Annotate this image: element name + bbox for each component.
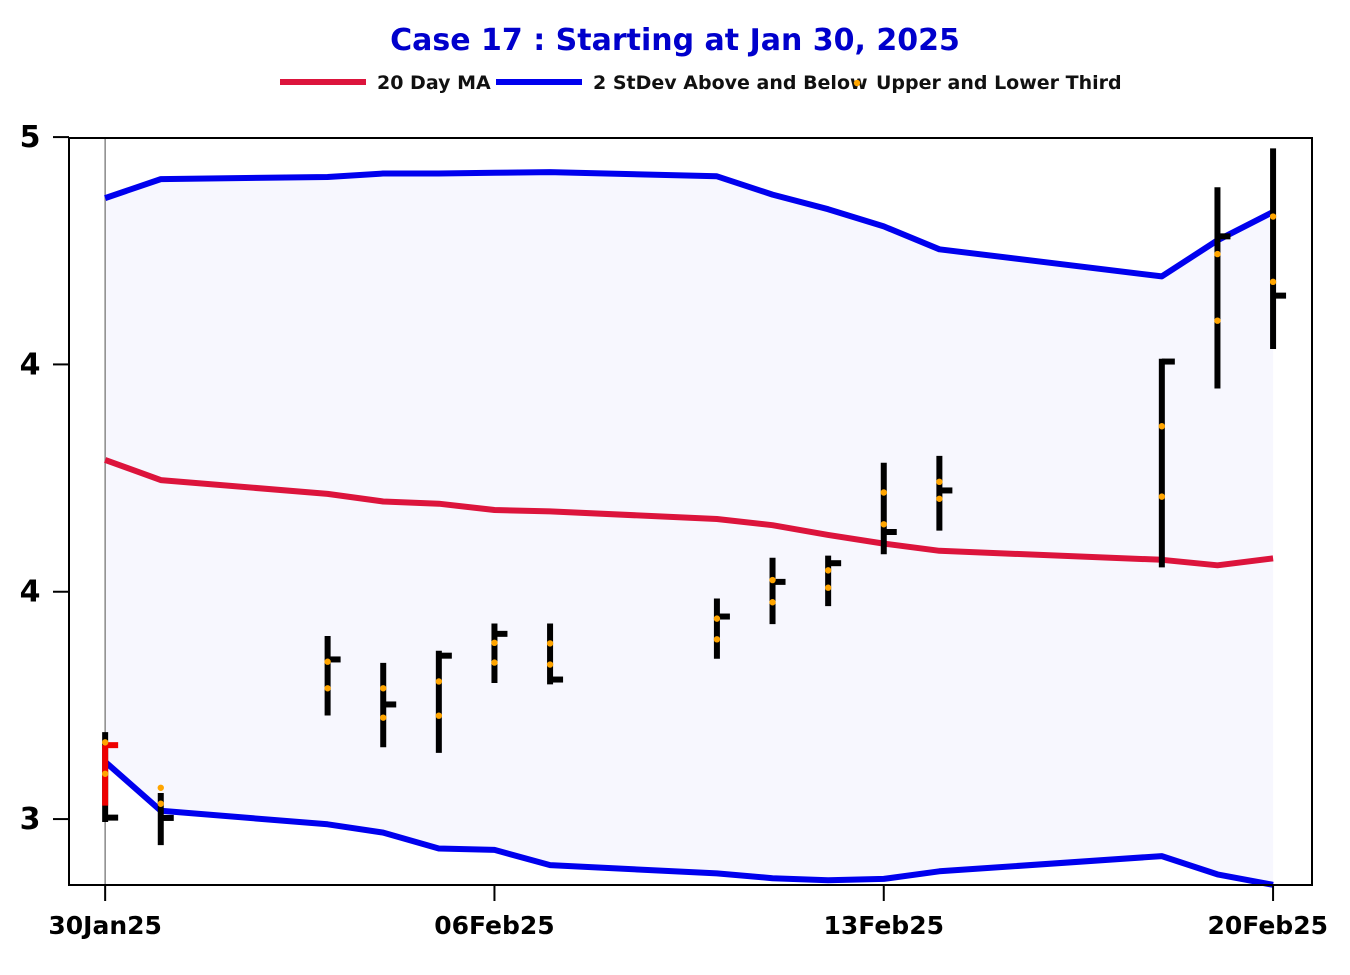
- lower-third-dot: [157, 800, 164, 807]
- price-bar: [1158, 358, 1175, 568]
- chart-title: Case 17 : Starting at Jan 30, 2025: [390, 23, 960, 58]
- x-tick-label: 30Jan25: [48, 911, 162, 940]
- y-tick-label: 4: [20, 347, 41, 382]
- y-tick-label: 5: [20, 120, 41, 155]
- upper-third-dot: [491, 639, 498, 647]
- plot-area: [68, 137, 1313, 888]
- band-lower-line: [103, 759, 1274, 888]
- x-tick-label: 20Feb25: [1208, 911, 1329, 940]
- y-axis: 5 4 4 3: [20, 120, 69, 837]
- price-bar: [825, 555, 842, 607]
- band-upper-line: [104, 169, 1275, 280]
- legend-swatch-thirds: [853, 79, 861, 87]
- upper-third-dot: [324, 658, 331, 665]
- upper-third-dot: [936, 478, 943, 486]
- lower-third-dot: [880, 521, 887, 528]
- lower-third-dot: [101, 770, 109, 777]
- lower-third-dot: [1269, 278, 1277, 286]
- lower-third-dot: [936, 495, 943, 502]
- price-bar: [380, 662, 397, 748]
- price-bar: [547, 623, 564, 685]
- upper-third-dot: [713, 615, 721, 622]
- price-bar: [936, 455, 953, 531]
- upper-third-dot: [824, 567, 832, 574]
- upper-third-dot: [1214, 250, 1221, 258]
- lower-third-dot: [1214, 317, 1221, 324]
- lower-third-dot: [769, 599, 776, 606]
- price-bar: [1270, 148, 1287, 350]
- lower-third-dot: [824, 584, 832, 591]
- lower-third-dot: [713, 636, 721, 643]
- third-markers: [101, 213, 1277, 807]
- upper-third-dot: [435, 678, 443, 685]
- upper-third-dot: [880, 489, 887, 496]
- upper-third-dot: [380, 685, 387, 692]
- band-fill: [105, 172, 1274, 885]
- y-tick-label: 4: [20, 575, 41, 610]
- price-bar: [102, 732, 119, 822]
- price-bar: [491, 623, 508, 683]
- x-axis: 30Jan25 06Feb25 13Feb25 20Feb25: [48, 885, 1328, 940]
- price-bar: [1214, 187, 1231, 389]
- lower-third-dot: [491, 659, 498, 666]
- lower-third-dot: [324, 685, 331, 692]
- legend-label-band: 2 StDev Above and Below: [593, 72, 868, 94]
- upper-third-dot: [1269, 213, 1277, 220]
- ma-line: [104, 457, 1274, 569]
- upper-third-dot: [1158, 423, 1166, 430]
- y-tick-label: 3: [20, 802, 41, 837]
- legend-label-thirds: Upper and Lower Third: [876, 72, 1122, 94]
- upper-third-dot: [101, 739, 109, 746]
- lower-third-dot: [546, 661, 554, 668]
- upper-third-dot: [157, 784, 164, 791]
- legend: 20 Day MA 2 StDev Above and Below Upper …: [280, 72, 1122, 94]
- plot-frame: [68, 137, 1313, 886]
- x-tick-label: 13Feb25: [824, 911, 945, 940]
- upper-third-dot: [769, 576, 776, 584]
- upper-third-dot: [546, 640, 554, 647]
- price-bar: [435, 650, 452, 753]
- price-bar: [880, 462, 897, 555]
- lower-third-dot: [1158, 493, 1166, 500]
- x-tick-label: 06Feb25: [434, 911, 555, 940]
- lower-third-dot: [380, 714, 387, 721]
- legend-label-ma: 20 Day MA: [377, 72, 491, 94]
- lower-third-dot: [435, 712, 443, 719]
